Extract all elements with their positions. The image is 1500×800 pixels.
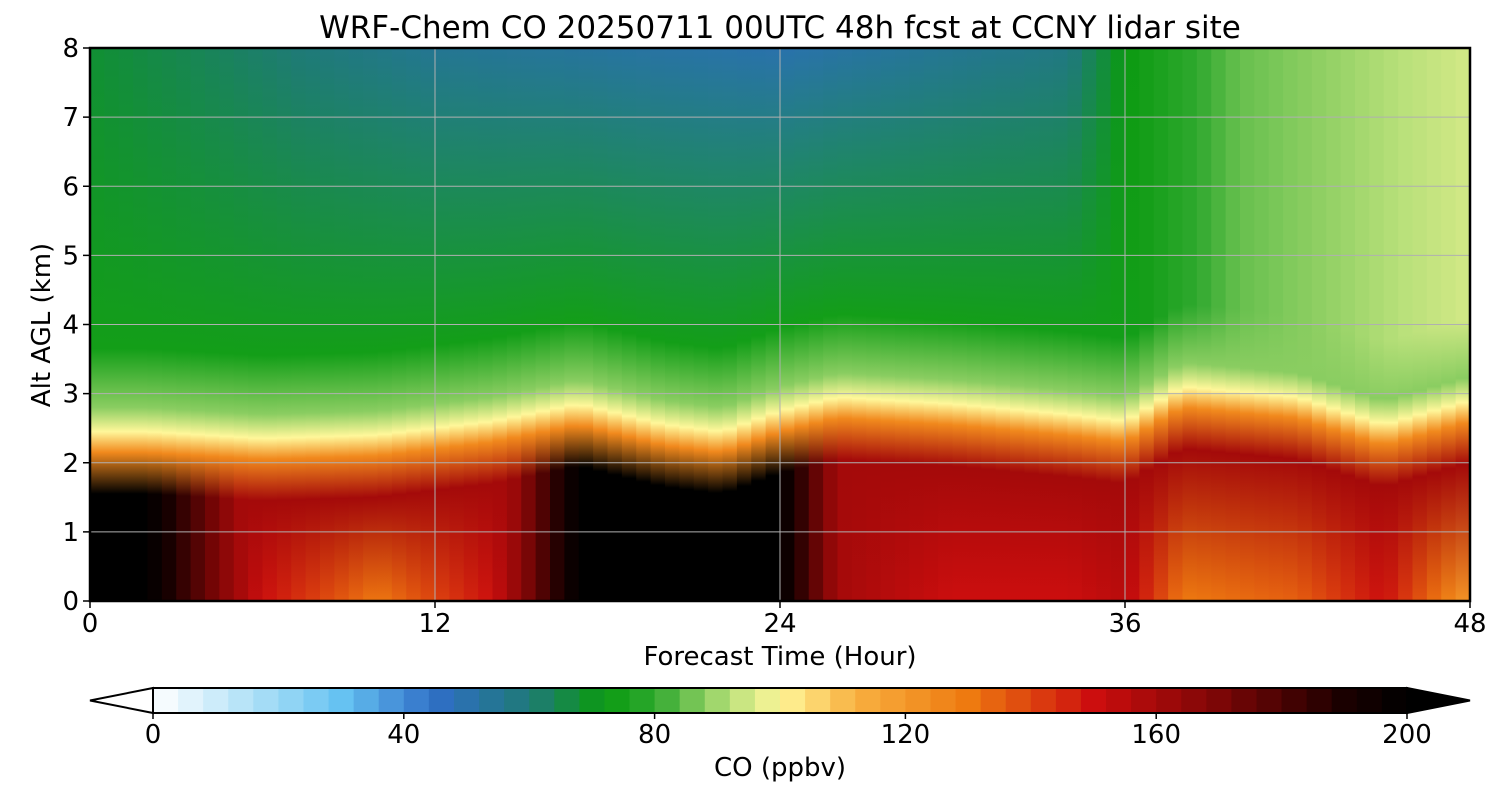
- colorbar-cell: [1131, 688, 1157, 713]
- colorbar-cell: [153, 688, 179, 713]
- colorbar-cell: [1231, 688, 1258, 713]
- y-tick-label: 0: [62, 587, 79, 617]
- colorbar-cell: [754, 688, 781, 713]
- colorbar-tick-label: 200: [1382, 720, 1432, 750]
- colorbar-cell: [855, 688, 881, 713]
- colorbar-cell: [930, 688, 957, 713]
- colorbar-cell: [780, 688, 806, 713]
- colorbar-under-arrow: [89, 686, 154, 715]
- colorbar-frame: [152, 687, 1408, 714]
- colorbar-tick-label: 0: [145, 720, 162, 750]
- y-tick-label: 4: [62, 311, 79, 341]
- colorbar-cell: [353, 688, 380, 713]
- colorbar-cell: [654, 688, 681, 713]
- x-tick-label: 36: [1108, 609, 1141, 639]
- colorbar-cell: [303, 688, 330, 713]
- colorbar: 0 40 80 120 160 200: [89, 686, 1471, 750]
- colorbar-cell: [805, 688, 831, 713]
- colorbar-cell: [203, 688, 229, 713]
- colorbar-cell: [228, 688, 254, 713]
- colorbar-cell: [905, 688, 932, 713]
- colorbar-tick-label: 160: [1131, 720, 1181, 750]
- y-tick-label: 8: [62, 34, 79, 64]
- x-tick-label: 0: [82, 609, 99, 639]
- colorbar-label: CO (ppbv): [714, 753, 846, 783]
- y-axis: 0 1 2 3 4 5 6 7 8: [62, 34, 90, 617]
- y-tick-label: 2: [62, 449, 79, 479]
- colorbar-cell: [1106, 688, 1132, 713]
- x-tick-label: 12: [418, 609, 451, 639]
- colorbar-tick-label: 40: [387, 720, 420, 750]
- x-axis-label: Forecast Time (Hour): [643, 642, 916, 672]
- colorbar-cell: [1381, 688, 1408, 713]
- colorbar-cell: [1256, 688, 1283, 713]
- colorbar-cell: [604, 688, 631, 713]
- colorbar-cell: [704, 688, 731, 713]
- colorbar-cell: [1055, 688, 1082, 713]
- x-tick-label: 24: [763, 609, 796, 639]
- colorbar-cell: [579, 688, 606, 713]
- colorbar-cell: [980, 688, 1007, 713]
- chart-title: WRF-Chem CO 20250711 00UTC 48h fcst at C…: [319, 10, 1241, 46]
- y-tick-label: 7: [62, 103, 79, 133]
- colorbar-cell: [1331, 688, 1358, 713]
- colorbar-cell: [479, 688, 505, 713]
- colorbar-cell: [1306, 688, 1333, 713]
- colorbar-over-arrow: [1406, 686, 1471, 715]
- colorbar-cell: [554, 688, 580, 713]
- y-tick-label: 3: [62, 380, 79, 410]
- colorbar-cell: [1281, 688, 1308, 713]
- colorbar-cell: [504, 688, 530, 713]
- colorbar-cell: [729, 688, 756, 713]
- x-tick-label: 48: [1453, 609, 1486, 639]
- colorbar-cell: [1080, 688, 1107, 713]
- colorbar-cell: [1156, 688, 1182, 713]
- y-axis-label: Alt AGL (km): [27, 243, 57, 407]
- colorbar-cell: [880, 688, 906, 713]
- colorbar-cell: [830, 688, 856, 713]
- colorbar-cell: [1206, 688, 1233, 713]
- colorbar-cell: [428, 688, 455, 713]
- colorbar-cell: [529, 688, 555, 713]
- colorbar-cell: [629, 688, 656, 713]
- y-tick-label: 6: [62, 172, 79, 202]
- colorbar-cell: [1356, 688, 1383, 713]
- colorbar-cell: [328, 688, 355, 713]
- x-axis: 0 12 24 36 48: [82, 601, 1487, 639]
- colorbar-cell: [453, 688, 480, 713]
- colorbar-cell: [178, 688, 204, 713]
- colorbar-tick-label: 120: [881, 720, 931, 750]
- colorbar-cell: [278, 688, 305, 713]
- colorbar-cell: [679, 688, 706, 713]
- y-tick-label: 1: [62, 518, 79, 548]
- colorbar-cell: [1181, 688, 1207, 713]
- colorbar-cell: [253, 688, 279, 713]
- colorbar-tick-label: 80: [638, 720, 671, 750]
- y-tick-label: 5: [62, 241, 79, 271]
- colorbar-cell: [378, 688, 405, 713]
- colorbar-cell: [1005, 688, 1032, 713]
- colorbar-cell: [955, 688, 982, 713]
- colorbar-cell: [403, 688, 430, 713]
- colorbar-cell: [1030, 688, 1057, 713]
